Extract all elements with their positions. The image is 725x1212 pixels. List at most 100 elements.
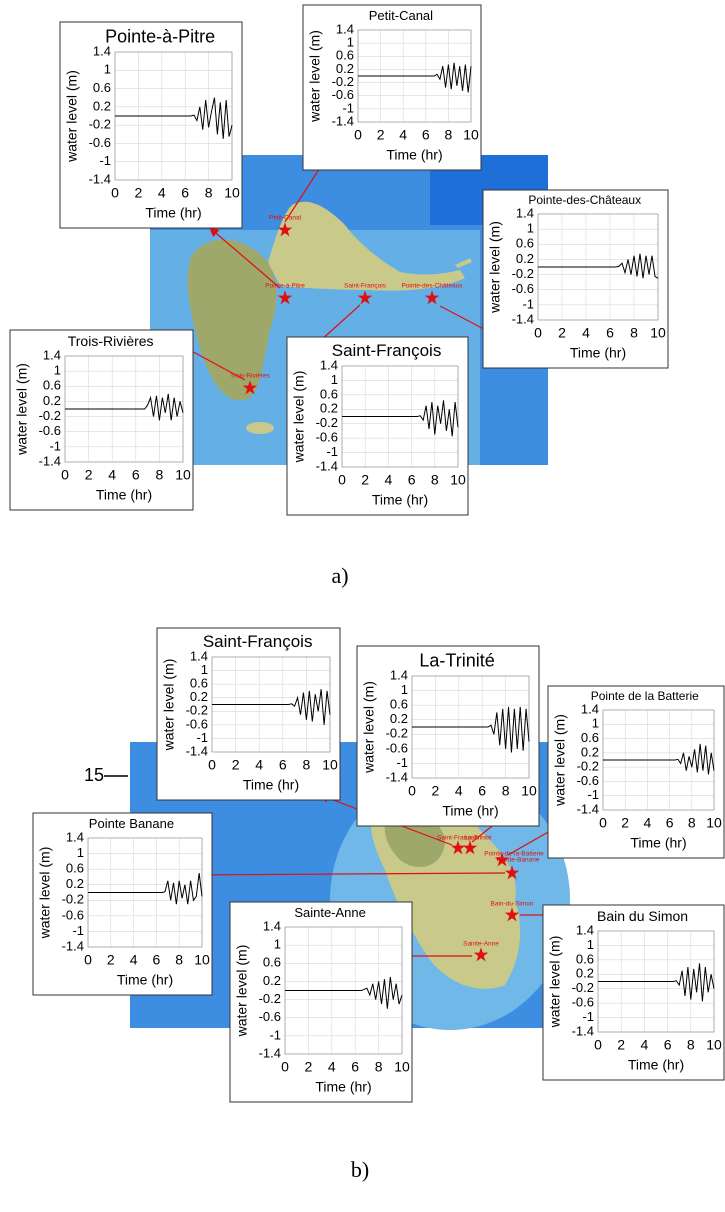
- y-tick-label: -0.2: [512, 266, 534, 281]
- y-tick-label: -1: [269, 1027, 281, 1042]
- y-tick-label: -1: [72, 923, 84, 938]
- y-tick-label: 0.2: [576, 966, 594, 981]
- y-tick-label: -0.6: [572, 995, 594, 1010]
- chart-frame: [287, 337, 468, 515]
- y-tick-label: -0.2: [186, 703, 208, 718]
- x-tick-label: 8: [205, 185, 213, 201]
- x-tick-label: 6: [181, 185, 189, 201]
- y-tick-label: -1.4: [316, 458, 338, 473]
- x-tick-label: 6: [132, 467, 140, 483]
- y-tick-label: -0.2: [316, 415, 338, 430]
- y-tick-label: -1.4: [572, 1023, 594, 1038]
- station-label: Saint-François: [344, 283, 387, 290]
- x-tick-label: 6: [666, 815, 674, 831]
- y-tick-label: 0.2: [581, 744, 599, 759]
- y-tick-label: 0.2: [336, 61, 354, 76]
- y-tick-label: -1: [396, 755, 408, 770]
- map-axis-label: 15: [84, 765, 104, 785]
- x-axis-label: Time (hr): [117, 972, 173, 988]
- y-tick-label: 1.4: [576, 922, 594, 937]
- y-tick-label: 0.2: [43, 393, 61, 408]
- y-tick-label: 0.6: [43, 378, 61, 393]
- y-tick-label: 1: [401, 682, 408, 697]
- y-tick-label: 1: [347, 35, 354, 50]
- x-tick-label: 2: [621, 815, 629, 831]
- y-tick-label: -1: [99, 153, 111, 168]
- x-axis-label: Time (hr): [386, 147, 442, 163]
- chart-title: Petit-Canal: [369, 8, 433, 23]
- x-tick-label: 8: [431, 472, 439, 488]
- station-label: La-Trinité: [464, 835, 492, 842]
- y-tick-label: 1.4: [66, 829, 84, 844]
- y-tick-label: -0.2: [62, 892, 84, 907]
- y-tick-label: 0.6: [390, 697, 408, 712]
- x-tick-label: 10: [706, 815, 722, 831]
- chart-frame: [10, 330, 193, 510]
- y-tick-label: 0.6: [93, 80, 111, 95]
- y-tick-label: 1: [527, 221, 534, 236]
- x-tick-label: 4: [255, 757, 263, 773]
- y-tick-label: -0.6: [259, 1009, 281, 1024]
- y-axis-label: water level (m): [552, 714, 568, 807]
- chart-frame: [33, 813, 212, 995]
- y-tick-label: 1: [331, 372, 338, 387]
- chart-title: Sainte-Anne: [294, 905, 366, 920]
- y-tick-label: -1: [522, 296, 534, 311]
- x-tick-label: 0: [208, 757, 216, 773]
- x-axis-label: Time (hr): [243, 777, 299, 793]
- x-axis-label: Time (hr): [315, 1079, 371, 1095]
- y-tick-label: -1.4: [386, 769, 408, 784]
- x-tick-label: 2: [85, 467, 93, 483]
- x-tick-label: 8: [630, 325, 638, 341]
- y-tick-label: 0.6: [66, 861, 84, 876]
- station-label: Petit-Canal: [269, 215, 302, 222]
- x-tick-label: 4: [582, 325, 590, 341]
- x-tick-label: 2: [107, 952, 115, 968]
- x-tick-label: 10: [450, 472, 466, 488]
- x-tick-label: 8: [502, 783, 510, 799]
- y-tick-label: 1.4: [320, 357, 338, 372]
- x-tick-label: 10: [394, 1059, 410, 1075]
- x-tick-label: 0: [84, 952, 92, 968]
- chart-title: Saint-François: [332, 341, 442, 360]
- y-tick-label: -0.6: [89, 135, 111, 150]
- x-tick-label: 6: [478, 783, 486, 799]
- y-axis-label: water level (m): [547, 936, 563, 1029]
- y-axis-label: water level (m): [234, 945, 250, 1038]
- y-tick-label: -1: [196, 730, 208, 745]
- y-tick-label: 1: [54, 363, 61, 378]
- y-tick-label: -0.6: [512, 281, 534, 296]
- y-tick-label: -1.4: [39, 453, 61, 468]
- x-tick-label: 6: [279, 757, 287, 773]
- station-label: Sainte-Anne: [463, 941, 499, 948]
- x-tick-label: 2: [305, 1059, 313, 1075]
- y-tick-label: -1.4: [62, 938, 84, 953]
- chart: Pointe-des-Châteaux-1.4-1-0.6-0.20.20.61…: [483, 190, 668, 368]
- y-tick-label: -1.4: [332, 113, 354, 128]
- x-tick-label: 8: [688, 815, 696, 831]
- y-tick-label: -1: [342, 100, 354, 115]
- x-axis-label: Time (hr): [442, 803, 498, 819]
- station-label: Trois-Rivières: [230, 373, 271, 380]
- chart-title: Pointe Banane: [89, 816, 174, 831]
- y-tick-label: 0.2: [93, 98, 111, 113]
- x-tick-label: 10: [322, 757, 338, 773]
- y-tick-label: 1.4: [336, 21, 354, 36]
- y-tick-label: 0.6: [263, 955, 281, 970]
- x-axis-label: Time (hr): [630, 835, 686, 851]
- x-tick-label: 0: [599, 815, 607, 831]
- x-tick-label: 0: [111, 185, 119, 201]
- chart: Pointe-à-Pitre-1.4-1-0.6-0.20.20.611.402…: [60, 22, 242, 228]
- x-tick-label: 10: [521, 783, 537, 799]
- y-tick-label: 1: [77, 845, 84, 860]
- y-axis-label: water level (m): [307, 30, 323, 123]
- y-tick-label: 0.6: [336, 48, 354, 63]
- x-tick-label: 6: [606, 325, 614, 341]
- y-tick-label: 1.4: [390, 667, 408, 682]
- y-tick-label: 1.4: [581, 701, 599, 716]
